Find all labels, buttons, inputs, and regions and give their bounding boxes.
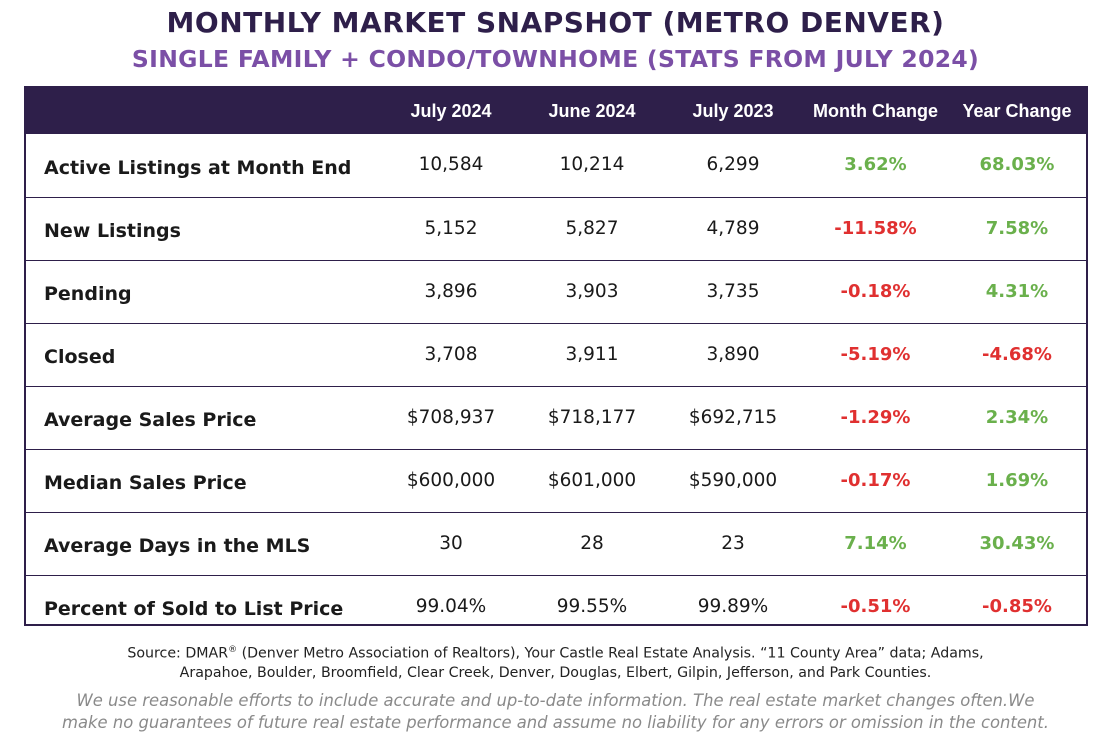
row-label: New Listings (44, 220, 181, 242)
value-july-2023: 6,299 (706, 154, 760, 175)
value-june-2024: 5,827 (565, 217, 619, 239)
disclaimer: We use reasonable efforts to include acc… (20, 690, 1091, 734)
table-header: July 2024 June 2024 July 2023 Month Chan… (26, 88, 1086, 134)
year-change: -0.85% (982, 595, 1052, 617)
value-july-2023: $590,000 (688, 469, 778, 491)
registered-mark: ® (228, 645, 238, 655)
table-row: Closed 3,708 3,911 3,890 -5.19% -4.68% (26, 323, 1086, 386)
value-july-2024: 30 (439, 532, 463, 554)
month-change: 3.62% (844, 154, 907, 175)
value-july-2023: 99.89% (697, 595, 769, 617)
header-cell-july-2024: July 2024 (410, 100, 492, 121)
value-july-2024: 5,152 (424, 217, 478, 239)
table-row: Median Sales Price $600,000 $601,000 $59… (26, 449, 1086, 512)
month-change: 7.14% (844, 532, 907, 554)
value-july-2024: 10,584 (418, 154, 484, 175)
value-july-2024: 99.04% (415, 595, 487, 617)
month-change: -0.17% (840, 469, 911, 491)
value-july-2024: $708,937 (406, 406, 496, 428)
row-label: Median Sales Price (44, 472, 247, 494)
value-july-2024: 3,708 (424, 343, 478, 365)
table-row: Percent of Sold to List Price 99.04% 99.… (26, 575, 1086, 638)
year-change: -4.68% (982, 343, 1052, 365)
table-row: Pending 3,896 3,903 3,735 -0.18% 4.31% (26, 260, 1086, 323)
page-title: MONTHLY MARKET SNAPSHOT (METRO DENVER) (166, 6, 945, 39)
month-change: -1.29% (840, 406, 911, 428)
table-row: Active Listings at Month End 10,584 10,2… (26, 134, 1086, 197)
row-label: Average Days in the MLS (44, 535, 311, 557)
month-change: -5.19% (840, 343, 911, 365)
year-change: 30.43% (979, 532, 1055, 554)
year-change: 1.69% (985, 469, 1049, 491)
value-june-2024: 3,903 (565, 280, 619, 302)
table-row: Average Sales Price $708,937 $718,177 $6… (26, 386, 1086, 449)
value-july-2023: $692,715 (688, 406, 778, 428)
source-prefix: Source: DMAR (127, 645, 229, 662)
row-label: Percent of Sold to List Price (44, 598, 344, 620)
value-june-2024: $601,000 (547, 469, 637, 491)
row-label: Pending (44, 283, 132, 305)
value-july-2024: $600,000 (406, 469, 496, 491)
row-label: Average Sales Price (44, 409, 257, 431)
year-change: 68.03% (979, 154, 1055, 175)
value-june-2024: 28 (580, 532, 604, 554)
table-row: New Listings 5,152 5,827 4,789 -11.58% 7… (26, 197, 1086, 260)
value-june-2024: 99.55% (556, 595, 628, 617)
value-july-2023: 23 (721, 532, 745, 554)
header-cell-july-2023: July 2023 (692, 100, 774, 121)
month-change: -0.51% (840, 595, 911, 617)
row-label: Closed (44, 346, 116, 368)
page-subtitle: SINGLE FAMILY + CONDO/TOWNHOME (STATS FR… (131, 45, 980, 73)
value-july-2023: 3,735 (706, 280, 760, 302)
value-july-2023: 3,890 (706, 343, 760, 365)
value-june-2024: $718,177 (547, 406, 637, 428)
table-row: Average Days in the MLS 30 28 23 7.14% 3… (26, 512, 1086, 575)
month-change: -11.58% (834, 217, 917, 239)
value-june-2024: 10,214 (559, 154, 625, 175)
disclaimer-line-2: make no guarantees of future real estate… (62, 713, 1049, 732)
row-label: Active Listings at Month End (44, 156, 352, 179)
value-july-2024: 3,896 (424, 280, 478, 302)
month-change: -0.18% (840, 280, 911, 302)
year-change: 4.31% (985, 280, 1049, 302)
year-change: 7.58% (985, 217, 1049, 239)
value-june-2024: 3,911 (565, 343, 619, 365)
source-line-2: Arapahoe, Boulder, Broomfield, Clear Cre… (179, 664, 932, 681)
year-change: 2.34% (985, 406, 1049, 428)
value-july-2023: 4,789 (706, 217, 760, 239)
header-cell-year-change: Year Change (962, 100, 1072, 121)
source-note: Source: DMAR® (Denver Metro Association … (40, 641, 1071, 683)
market-stats-table: July 2024 June 2024 July 2023 Month Chan… (24, 86, 1088, 626)
source-line-1: (Denver Metro Association of Realtors), … (237, 645, 984, 662)
header-cell-month-change: Month Change (813, 100, 938, 121)
disclaimer-line-1: We use reasonable efforts to include acc… (76, 691, 1035, 710)
header-cell-june-2024: June 2024 (548, 100, 636, 121)
